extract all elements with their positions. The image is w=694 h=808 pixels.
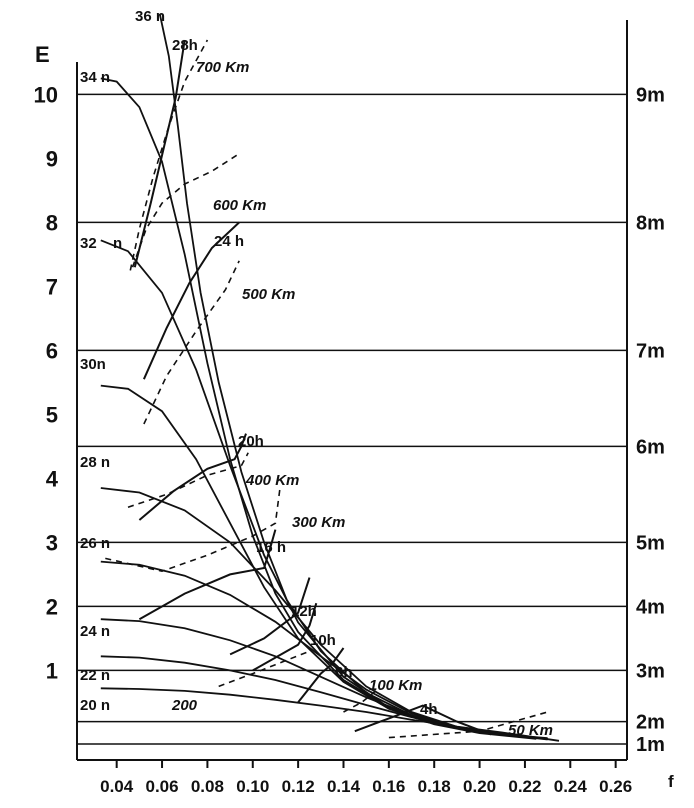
fetch-line-600km — [131, 154, 238, 268]
duration-label-28h: 28h — [172, 37, 198, 54]
right-tick-3m: 3m — [636, 660, 665, 682]
duration-line-20h — [138, 433, 247, 521]
fetch-label-200: 200 — [171, 697, 198, 714]
x-tick-label-008: 0.08 — [191, 777, 224, 796]
duration-label-6h: 6h — [335, 664, 353, 681]
y-tick-label-8: 8 — [46, 210, 58, 235]
curve-label-32: 32 — [80, 235, 97, 252]
curve-label-24n: 24 n — [80, 623, 110, 640]
x-tick-label-022: 0.22 — [508, 777, 541, 796]
height-lines — [77, 93, 627, 745]
duration-lines — [133, 39, 492, 736]
fetch-line-500km — [143, 260, 240, 425]
y-tick-label-5: 5 — [46, 402, 58, 427]
fetch-label-50km: 50 Km — [508, 722, 553, 739]
y-axis-title: E — [35, 42, 50, 67]
curve-label-36n: 36 n — [135, 8, 165, 25]
curve-label-32-n: n — [113, 235, 122, 252]
duration-label-10h: 10h — [310, 632, 336, 649]
wind-curve-22n — [100, 655, 548, 741]
y-ticks-left: 1 2 3 4 5 6 7 8 9 10 — [34, 82, 59, 683]
fetch-label-300km: 300 Km — [292, 514, 345, 531]
curve-label-26n: 26 n — [80, 535, 110, 552]
duration-label-16h: 16 h — [256, 539, 286, 556]
x-tick-label-012: 0.12 — [282, 777, 315, 796]
right-tick-9m: 9m — [636, 84, 665, 106]
y-tick-label-7: 7 — [46, 274, 58, 299]
curve-label-20n: 20 n — [80, 697, 110, 714]
y-tick-label-6: 6 — [46, 338, 58, 363]
curve-label-28n: 28 n — [80, 454, 110, 471]
duration-line-12h — [229, 577, 311, 656]
right-tick-2m: 2m — [636, 712, 665, 734]
y-tick-label-9: 9 — [46, 146, 58, 171]
wind-curve-30n — [100, 384, 537, 740]
fetch-line-50km — [388, 711, 548, 739]
y-tick-label-2: 2 — [46, 594, 58, 619]
duration-label-4h: 4h — [420, 701, 438, 718]
x-tick-label-020: 0.20 — [463, 777, 496, 796]
right-tick-6m: 6m — [636, 436, 665, 458]
x-axis-title: f — [668, 772, 674, 791]
right-tick-5m: 5m — [636, 532, 665, 554]
fetch-label-100km: 100 Km — [369, 677, 422, 694]
y-tick-label-4: 4 — [46, 466, 59, 491]
duration-label-12h: 12h — [291, 603, 317, 620]
wind-curve-26n — [100, 560, 548, 740]
right-tick-7m: 7m — [636, 340, 665, 362]
x-tick-label-010: 0.10 — [236, 777, 269, 796]
fetch-lines — [105, 39, 548, 739]
duration-line-16h — [138, 529, 277, 621]
wind-curve-36n — [158, 13, 526, 738]
duration-line-28h — [133, 39, 186, 268]
x-tick-label-006: 0.06 — [145, 777, 178, 796]
x-tick-label-004: 0.04 — [100, 777, 134, 796]
y-tick-label-1: 1 — [46, 658, 58, 683]
right-tick-1m: 1m — [636, 734, 665, 756]
fetch-line-100km — [343, 688, 379, 713]
fetch-line-300km — [105, 487, 281, 573]
y-tick-label-3: 3 — [46, 530, 58, 555]
fetch-label-400km: 400 Km — [245, 472, 299, 489]
y-tick-label-10: 10 — [34, 82, 58, 107]
right-tick-4m: 4m — [636, 596, 665, 618]
duration-label-20h: 20h — [238, 433, 264, 450]
curve-label-22n: 22 n — [80, 667, 110, 684]
fetch-line-400km — [127, 452, 249, 508]
x-tick-label-018: 0.18 — [418, 777, 451, 796]
duration-label-24h: 24 h — [214, 233, 244, 250]
duration-line-10h — [252, 602, 318, 672]
x-tick-label-024: 0.24 — [554, 777, 588, 796]
wind-curve-32n — [100, 239, 537, 740]
right-tick-8m: 8m — [636, 212, 665, 234]
x-tick-label-026: 0.26 — [599, 777, 632, 796]
curve-label-30n: 30n — [80, 356, 106, 373]
x-tick-label-016: 0.16 — [372, 777, 405, 796]
x-ticks: 0.04 0.06 0.08 0.10 0.12 0.14 0.16 0.18 0.20 0.22… — [100, 760, 632, 796]
duration-line-4h — [354, 704, 492, 736]
curve-label-34n: 34 n — [80, 69, 110, 86]
fetch-label-700km: 700 Km — [196, 59, 249, 76]
duration-line-6h — [297, 647, 345, 704]
x-tick-label-014: 0.14 — [327, 777, 361, 796]
fetch-line-200 — [218, 650, 310, 688]
duration-line-24h — [142, 221, 240, 380]
fetch-label-500km: 500 Km — [242, 286, 295, 303]
fetch-label-600km: 600 Km — [213, 197, 266, 214]
fetch-line-700km — [129, 39, 209, 271]
